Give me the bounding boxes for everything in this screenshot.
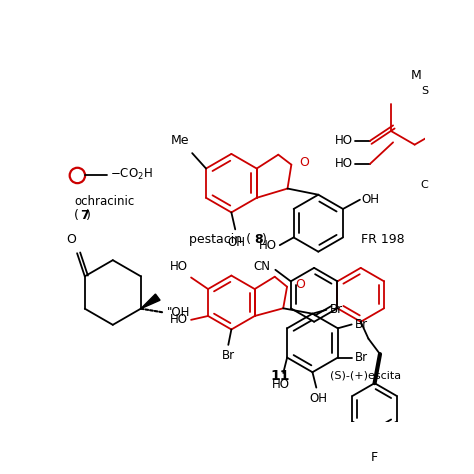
Text: HO: HO (335, 134, 353, 147)
Text: 11: 11 (270, 369, 290, 383)
Text: S: S (421, 86, 428, 96)
Text: M: M (411, 69, 421, 82)
Text: (: ( (74, 209, 79, 222)
Text: 8: 8 (255, 233, 263, 246)
Text: ochracinic: ochracinic (74, 195, 135, 208)
Text: OH: OH (362, 193, 380, 206)
Text: HO: HO (259, 238, 277, 252)
Text: Br: Br (355, 351, 368, 364)
Text: $-$CO$_2$H: $-$CO$_2$H (109, 167, 152, 182)
Text: "OH: "OH (167, 306, 191, 319)
Text: (S)-(+)escita: (S)-(+)escita (330, 371, 401, 381)
Text: Br: Br (329, 303, 343, 316)
Text: pestacin (: pestacin ( (190, 233, 251, 246)
Text: HO: HO (170, 313, 188, 326)
Text: ): ) (262, 233, 267, 246)
Text: Me: Me (171, 134, 189, 147)
Text: 7: 7 (81, 209, 89, 222)
Text: O: O (66, 233, 76, 246)
Text: HO: HO (272, 378, 290, 391)
Text: OH: OH (228, 236, 246, 248)
Text: O: O (299, 156, 309, 169)
Text: O: O (295, 278, 305, 291)
Text: FR 198: FR 198 (361, 233, 404, 246)
Polygon shape (141, 294, 160, 309)
Text: Br: Br (222, 349, 235, 363)
Text: CN: CN (254, 260, 271, 273)
Text: HO: HO (170, 260, 188, 273)
Text: Br: Br (355, 318, 368, 331)
Text: C: C (421, 180, 428, 190)
Text: ): ) (86, 209, 91, 222)
Text: OH: OH (310, 392, 328, 405)
Text: HO: HO (335, 157, 353, 171)
Text: F: F (371, 451, 378, 465)
